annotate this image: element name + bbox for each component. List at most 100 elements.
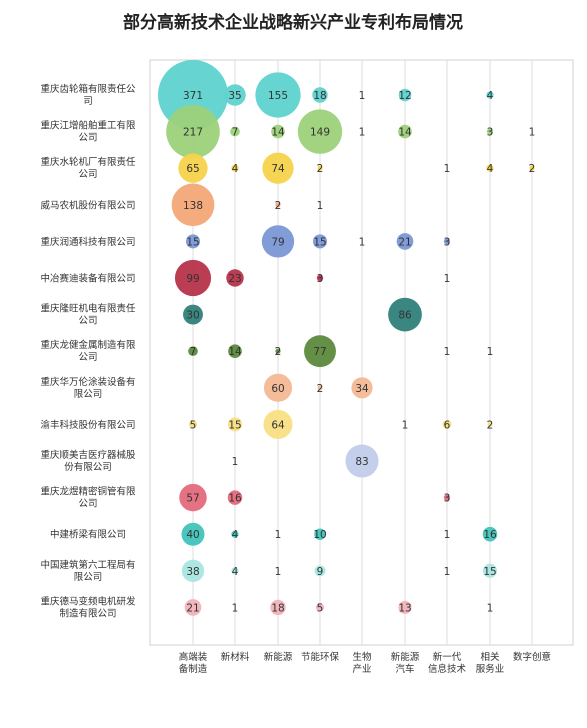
bubble: [316, 274, 324, 282]
bubble-value-label: 1: [317, 200, 324, 212]
bubble: [181, 559, 205, 583]
bubble: [398, 600, 412, 614]
bubble: [227, 417, 243, 432]
bubble: [184, 599, 202, 616]
bubble: [263, 373, 293, 402]
y-tick-label: 重庆隆旺机电有限责任公司: [40, 303, 136, 327]
bubble: [231, 164, 239, 172]
bubble-value-label: 1: [444, 273, 451, 285]
bubble-value-label: 38: [186, 566, 199, 578]
bubble: [185, 234, 201, 249]
bubble: [271, 124, 285, 139]
bubble-value-label: 1: [359, 127, 366, 139]
bubble-value-label: 149: [310, 127, 330, 139]
y-tick-label: 中建桥梁有限公司: [50, 529, 126, 541]
bubble-value-label: 1: [232, 602, 239, 614]
bubble: [315, 603, 325, 612]
bubble: [166, 104, 220, 159]
bubble-value-label: 1: [275, 529, 282, 541]
bubble-value-label: 14: [398, 127, 412, 139]
bubble: [304, 335, 336, 368]
bubble-value-label: 2: [275, 200, 282, 212]
bubble-value-label: 1: [359, 90, 366, 102]
bubble: [312, 234, 328, 249]
y-tick-label: 中冶赛迪装备有限公司: [40, 273, 135, 285]
y-tick-label: 重庆润通科技有限公司: [40, 236, 135, 248]
bubble-value-label: 15: [313, 236, 326, 248]
y-tick-label: 重庆德马变频电机研发制造有限公司: [40, 595, 136, 619]
bubble-value-label: 4: [487, 90, 494, 102]
x-tick-label: 高端装备制造: [179, 651, 208, 675]
x-tick-label: 相关服务业: [476, 651, 505, 675]
y-labels: 重庆齿轮箱有限责任公司重庆江增船舶重工有限公司重庆水轮机厂有限责任公司威马农机股…: [40, 83, 136, 619]
bubble-value-label: 18: [271, 602, 284, 614]
y-tick-label: 重庆水轮机厂有限责任公司: [40, 156, 136, 180]
bubble: [270, 599, 286, 616]
bubble: [231, 530, 239, 538]
bubble: [183, 304, 203, 325]
bubble: [317, 165, 323, 171]
bubble: [228, 344, 242, 358]
x-tick-label: 数字创意: [513, 651, 551, 663]
bubble-value-label: 1: [232, 456, 239, 468]
bubble-value-label: 4: [232, 163, 239, 175]
bubble-value-label: 5: [317, 602, 324, 614]
bubble: [174, 259, 212, 297]
x-tick-label: 新能源: [264, 651, 293, 663]
bubble-value-label: 7: [190, 346, 197, 358]
y-tick-label: 重庆顺美吉医疗器械股份有限公司: [40, 449, 136, 473]
y-tick-label: 重庆龙健金属制造有限公司: [40, 339, 136, 363]
bubble-value-label: 1: [444, 529, 451, 541]
bubble-value-label: 30: [186, 310, 199, 322]
bubble-value-label: 15: [228, 419, 241, 431]
bubble: [231, 567, 239, 575]
y-tick-label: 中国建筑第六工程局有限公司: [40, 559, 135, 583]
bubble: [275, 348, 281, 354]
bubble-value-label: 14: [228, 346, 242, 358]
bubble-value-label: 15: [186, 236, 199, 248]
bubble-value-label: 1: [359, 236, 366, 248]
bubble-value-label: 371: [183, 90, 203, 102]
bubble-value-label: 16: [483, 529, 497, 541]
bubble-value-label: 99: [186, 273, 199, 285]
bubble: [227, 490, 243, 505]
bubble: [224, 84, 246, 106]
bubble: [398, 88, 412, 102]
bubble-value-label: 2: [317, 383, 324, 395]
x-tick-label: 新材料: [221, 651, 250, 663]
bubble-value-label: 16: [228, 493, 242, 505]
bubble-value-label: 79: [271, 236, 284, 248]
bubble-value-label: 155: [268, 90, 288, 102]
bubble: [396, 233, 414, 250]
bubble: [262, 152, 294, 184]
bubble-value-label: 5: [190, 419, 197, 431]
bubble-value-label: 1: [402, 419, 409, 431]
bubble: [312, 87, 328, 103]
bubble: [351, 377, 373, 399]
bubble: [275, 202, 281, 208]
bubble: [230, 126, 240, 137]
bubble: [314, 528, 326, 540]
x-tick-label: 新一代信息技术: [428, 651, 467, 675]
chart-title: 部分高新技术企业战略新兴产业专利布局情况: [123, 12, 463, 33]
bubble: [297, 109, 343, 154]
bubble-value-label: 10: [313, 529, 326, 541]
bubble: [255, 72, 301, 118]
bubble-value-label: 2: [275, 346, 282, 358]
bubble: [443, 494, 451, 501]
bubble-value-label: 6: [444, 419, 451, 431]
bubble: [487, 421, 493, 427]
bubble-value-label: 64: [271, 419, 285, 431]
bubble: [178, 153, 208, 183]
bubble: [529, 165, 535, 171]
y-tick-label: 重庆江增船舶重工有限公司: [40, 120, 136, 144]
bubble: [482, 563, 498, 578]
bubble-value-label: 1: [444, 566, 451, 578]
bubble-value-label: 1: [444, 163, 451, 175]
bubble-value-label: 4: [232, 529, 239, 541]
bubble-value-label: 14: [271, 127, 285, 139]
bubble-value-label: 2: [487, 419, 494, 431]
